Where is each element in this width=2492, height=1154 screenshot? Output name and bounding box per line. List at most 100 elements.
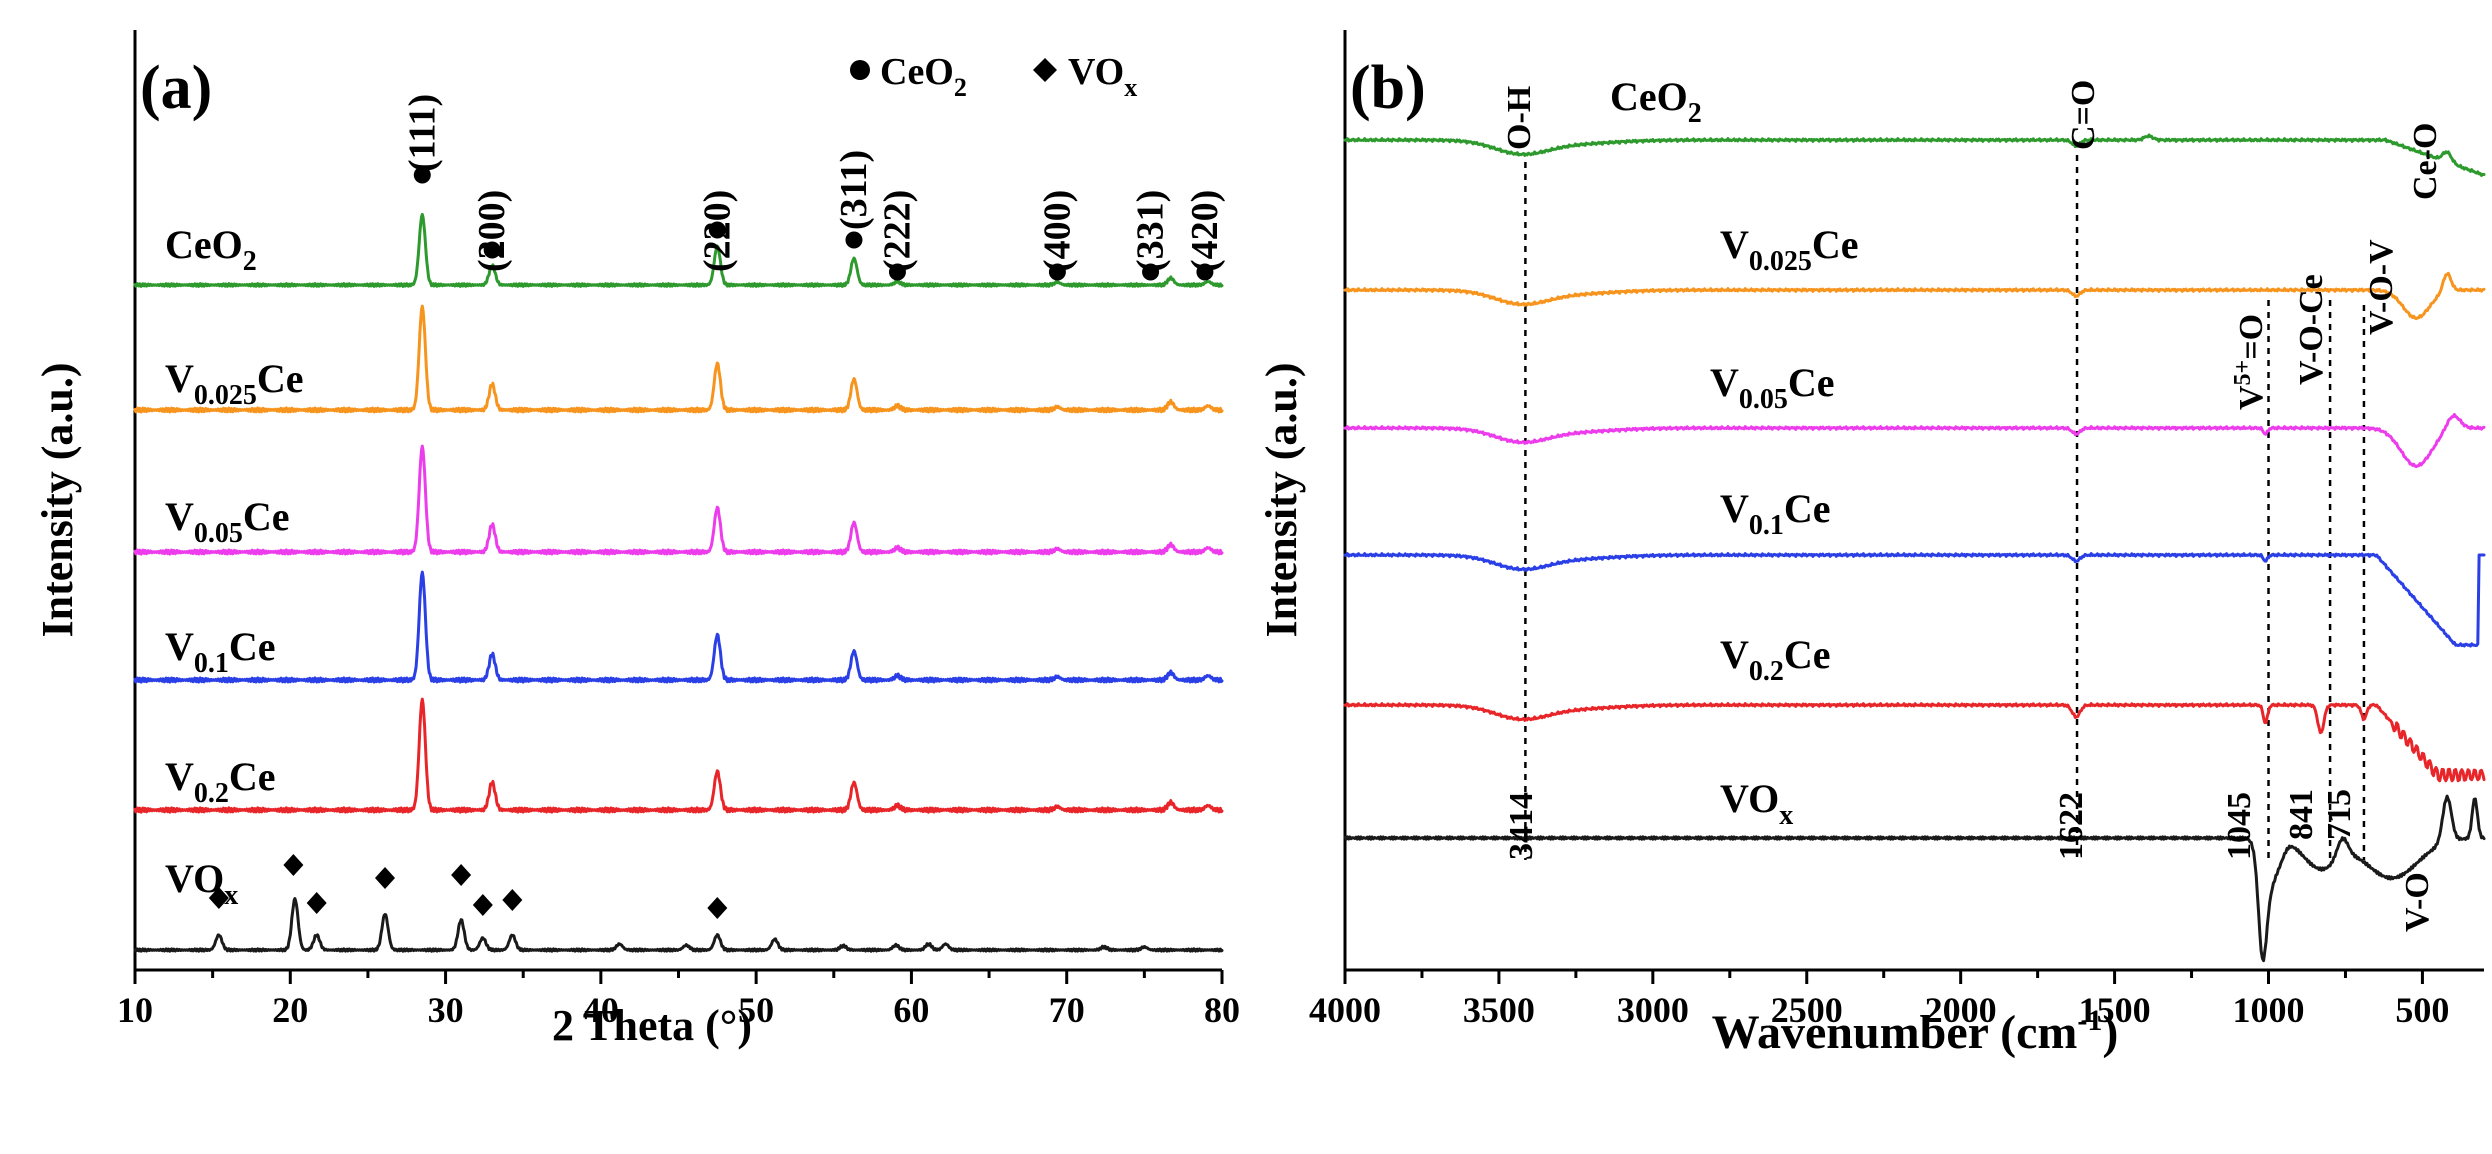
band-label-co: C=O [2065,80,2102,150]
peak-marker-circle-icon [1048,263,1066,281]
xrd-trace-ceo2 [133,212,1224,288]
xrd-label-v0-1ce: V0.1Ce [165,624,276,679]
vox-diamond-icon [208,887,229,909]
legend-ceo2-circle-icon [850,60,870,80]
panel-a-peak-annotations: (111) (200) (220) (311) (222) (400) (331) (420) [401,94,1226,281]
ftir-trace-v0-025ce [1343,271,2486,321]
x-tick-label-2000: 2000 [1925,990,1997,1030]
panel-a-series-labels: CeO2 V0.025Ce V0.05Ce V0.1Ce V0.2Ce VOx [165,222,304,911]
x-tick-label-3000: 3000 [1617,990,1689,1030]
xrd-label-v0-2ce: V0.2Ce [165,754,276,809]
panel-a-x-axis-label: 2 Theta (°) [552,1001,752,1050]
band-label-v5-o: V5+=O [2230,314,2270,410]
xrd-trace-v0-1ce [133,570,1224,684]
panel-b-ftir: 4000 3500 3000 2500 2000 1500 1000 500 CeO2 V0.0… [1257,30,2486,1059]
xrd-trace-v0-025ce [133,304,1224,414]
ftir-trace-vox [1343,794,2486,963]
x-tick-label-30: 30 [428,990,464,1030]
ftir-label-ceo2: CeO2 [1610,74,1702,129]
band-label-v-o-ce: V-O-Ce [2293,274,2330,385]
panel-b-x-axis-label: Wavenumber (cm-1) [1712,1004,2119,1059]
peak-label-331: (331) [1130,190,1172,272]
peak-label-220: (220) [696,190,738,272]
peak-marker-circle-icon [888,263,906,281]
x-tick-label-80: 80 [1204,990,1240,1030]
panel-a-series [133,212,1224,953]
peak-marker-circle-icon [1142,263,1160,281]
guide-label-841: 841 [2283,789,2320,840]
ftir-trace-v0-2ce [1343,702,2486,783]
panel-b-guide-lines [1524,155,2366,860]
band-label-oh: O-H [1501,86,1538,150]
xrd-trace-v0-2ce [133,697,1224,814]
vox-diamond-icon [472,894,493,916]
xrd-label-v0-025ce: V0.025Ce [165,356,304,411]
ftir-label-vox: VOx [1720,776,1793,831]
xrd-label-vox: VOx [165,856,238,911]
ftir-label-v0-05ce: V0.05Ce [1710,360,1835,415]
panel-a-x-ticks: 10 20 30 40 50 60 70 80 [117,970,1240,1030]
x-tick-label-1500: 1500 [2079,990,2151,1030]
guide-label-715: 715 [2321,789,2358,840]
panel-a-axes [133,30,1222,972]
ftir-trace-ceo2 [1343,133,2486,177]
peak-marker-circle-icon [708,221,726,239]
peak-label-311: (311) [833,150,875,230]
panel-a-legend: CeO2 VOx [850,51,1137,102]
panel-b-label: (b) [1350,54,1426,122]
ftir-label-v0-2ce: V0.2Ce [1720,632,1831,687]
panel-b-x-ticks: 4000 3500 3000 2500 2000 1500 1000 500 [1309,970,2449,1030]
xrd-label-v0-05ce: V0.05Ce [165,494,290,549]
guide-label-3414: 3414 [1503,792,1540,860]
x-tick-label-70: 70 [1049,990,1085,1030]
peak-label-400: (400) [1036,190,1078,272]
legend-ceo2-label: CeO2 [880,51,967,102]
panel-a-label: (a) [140,54,212,122]
band-label-v-o-v: V-O-V [2363,239,2400,335]
x-tick-label-1000: 1000 [2233,990,2305,1030]
x-tick-label-10: 10 [117,990,153,1030]
peak-marker-circle-icon [1196,263,1214,281]
legend-vox-label: VOx [1068,51,1137,102]
panel-a-xrd: 10 20 30 40 50 60 70 80 CeO2 V0.025Ce V0.05Ce V0.1… [33,30,1240,1050]
panel-b-series-labels: CeO2 V0.025Ce V0.05Ce V0.1Ce V0.2Ce VOx [1610,74,1859,831]
peak-marker-circle-icon [845,231,863,249]
panel-a-y-axis-label: Intensity (a.u.) [33,362,82,637]
x-tick-label-60: 60 [893,990,929,1030]
xrd-trace-vox [133,897,1224,953]
x-tick-label-2500: 2500 [1771,990,1843,1030]
panel-b-series [1343,133,2486,963]
xrd-label-ceo2: CeO2 [165,222,257,277]
x-tick-label-500: 500 [2395,990,2449,1030]
x-tick-label-20: 20 [272,990,308,1030]
peak-label-222: (222) [876,190,918,272]
ftir-trace-v0-05ce [1343,413,2486,469]
vox-diamond-icon [375,867,396,889]
band-label-v-o: V-O [2399,872,2436,932]
guide-label-1045: 1045 [2221,792,2258,860]
vox-diamond-icon [283,854,304,876]
band-label-ce-o: Ce-O [2407,123,2444,200]
ftir-label-v0-025ce: V0.025Ce [1720,222,1859,277]
xrd-trace-v0-05ce [133,444,1224,556]
vox-diamond-icon [502,889,523,911]
x-tick-label-40: 40 [583,990,619,1030]
peak-label-111: (111) [401,94,443,172]
ftir-label-v0-1ce: V0.1Ce [1720,486,1831,541]
panel-b-y-axis-label: Intensity (a.u.) [1257,362,1306,637]
peak-label-200: (200) [471,190,513,272]
x-tick-label-4000: 4000 [1309,990,1381,1030]
vox-diamond-icon [306,892,327,914]
peak-label-420: (420) [1184,190,1226,272]
vox-diamond-icon [707,897,728,919]
peak-marker-circle-icon [483,241,501,259]
guide-label-1622: 1622 [2053,792,2090,860]
peak-marker-circle-icon [413,166,431,184]
legend-vox-diamond-icon [1033,58,1057,82]
x-tick-label-50: 50 [738,990,774,1030]
ftir-trace-v0-1ce [1343,552,2486,648]
panel-a-vox-markers [208,854,728,919]
x-tick-label-3500: 3500 [1463,990,1535,1030]
vox-diamond-icon [451,864,472,886]
